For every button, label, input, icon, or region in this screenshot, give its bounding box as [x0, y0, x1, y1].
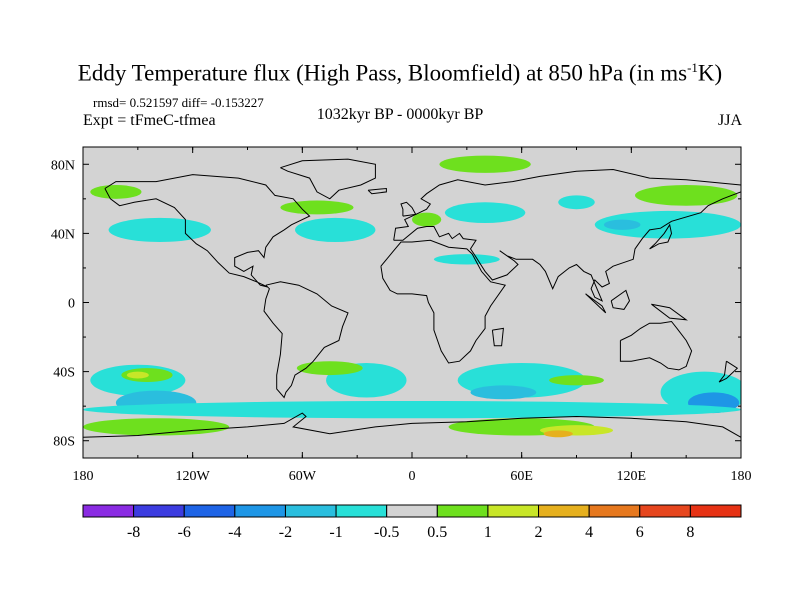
- colorbar-bin: [284, 504, 337, 518]
- colorbar-bin: [436, 504, 489, 518]
- coastlines: [83, 158, 741, 438]
- coast-north-america: [104, 174, 311, 288]
- lat-tick-label: 80S: [53, 435, 75, 450]
- colorbar-bin: [689, 504, 742, 518]
- anomaly-s-atl-green: [296, 361, 363, 376]
- colorbar-label: -6: [178, 524, 191, 541]
- coast-antarctica: [83, 412, 741, 438]
- anomaly-s-pacific-yellow: [126, 371, 149, 379]
- colorbar-label: 2: [535, 524, 543, 541]
- title-tail: K): [697, 60, 723, 86]
- coast-new-zealand: [718, 360, 739, 383]
- anomaly-field: [83, 155, 741, 438]
- stats-label: rmsd= 0.521597 diff= -0.153227: [93, 95, 264, 110]
- anomaly-antarctic-green-2: [83, 418, 230, 436]
- colorbar: -8 -6 -4 -2 -1 -0.5 0.5 1 2 4 6 8: [82, 504, 742, 541]
- colorbar-bin: [82, 504, 135, 518]
- colorbar-label: -2: [279, 524, 292, 541]
- title-exponent: -1: [687, 60, 698, 75]
- anomaly-n-asia-blue: [444, 202, 526, 224]
- colorbar-label: 1: [484, 524, 492, 541]
- anomaly-n-pac-east-blue: [594, 210, 741, 239]
- anomaly-n-pac-east-blue-2: [603, 219, 641, 230]
- anomaly-kamchatka-green: [634, 185, 738, 206]
- anomaly-n-atl-green: [280, 200, 354, 215]
- lon-tick-label: 120W: [176, 469, 211, 484]
- colorbar-bin: [386, 504, 438, 518]
- period-label: 1032kyr BP - 0000kyr BP: [316, 106, 484, 123]
- coast-iceland: [367, 187, 387, 195]
- season-label: JJA: [718, 112, 743, 129]
- colorbar-label: -0.5: [374, 524, 399, 541]
- anomaly-n-asia-blue-2: [558, 195, 595, 210]
- anomaly-s-indian-green: [549, 375, 604, 386]
- colorbar-bin: [538, 504, 590, 518]
- coast-uk: [400, 201, 417, 217]
- lon-tick-label: 120E: [617, 469, 647, 484]
- anomaly-s-ocean-band: [83, 400, 741, 419]
- colorbar-bin: [487, 504, 540, 518]
- colorbar-label: 0.5: [427, 524, 447, 541]
- colorbar-label: 8: [686, 524, 694, 541]
- anomaly-europe-green: [412, 212, 442, 227]
- colorbar-bin: [335, 504, 388, 518]
- coast-sumatra: [585, 293, 607, 314]
- colorbar-label: -1: [329, 524, 342, 541]
- colorbar-bin: [588, 504, 641, 518]
- lat-tick-label: 80N: [51, 158, 75, 173]
- colorbar-bin: [133, 504, 185, 518]
- anomaly-n-atl-blue: [295, 217, 376, 243]
- coast-africa: [380, 239, 507, 364]
- lat-tick-label: 40N: [51, 227, 75, 242]
- coast-japan: [649, 223, 673, 250]
- experiment-label: Expt = tFmeC-tfmea: [83, 112, 216, 129]
- coast-south-america: [263, 281, 349, 399]
- colorbar-label: 6: [636, 524, 644, 541]
- coast-new-guinea: [651, 303, 688, 321]
- colorbar-label: -8: [127, 524, 140, 541]
- lat-tick-label: 0: [68, 297, 75, 312]
- colorbar-bin: [183, 504, 236, 518]
- anomaly-antarctic-orange: [543, 430, 573, 438]
- anomaly-s-indian-blue-2: [470, 385, 537, 400]
- coast-greenland: [280, 158, 376, 200]
- plot-title: Eddy Temperature flux (High Pass, Bloomf…: [0, 60, 800, 87]
- anomaly-arctic-green: [439, 155, 531, 173]
- coast-australia: [619, 320, 693, 371]
- lon-tick-label: 180: [731, 469, 752, 484]
- lon-tick-label: 60E: [510, 469, 533, 484]
- title-main: Eddy Temperature flux (High Pass, Bloomf…: [77, 60, 688, 86]
- colorbar-bin: [234, 504, 286, 518]
- coast-eurasia: [393, 168, 741, 302]
- colorbar-label: 4: [585, 524, 593, 541]
- anomaly-alaska-green: [90, 185, 142, 199]
- anomaly-central-asia-blue: [433, 254, 500, 265]
- colorbar-label: -4: [228, 524, 241, 541]
- colorbar-bin: [639, 504, 691, 518]
- anomaly-n-pacific-blue: [108, 217, 211, 243]
- coast-borneo: [610, 289, 631, 310]
- lat-tick-label: 40S: [53, 366, 75, 381]
- lon-tick-label: 60W: [289, 469, 317, 484]
- coast-madagascar: [491, 327, 504, 347]
- lon-tick-label: 180: [73, 469, 94, 484]
- lon-tick-label: 0: [409, 469, 416, 484]
